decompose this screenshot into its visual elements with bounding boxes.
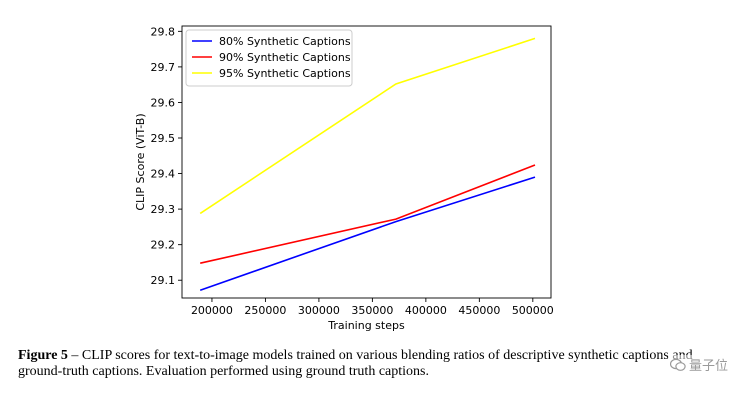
chart: 200000 250000 300000 350000 400000 450000 5000… (134, 25, 554, 332)
y-tick-label: 29.5 (151, 132, 176, 145)
legend-label-3: 95% Synthetic Captions (219, 67, 351, 80)
plot-area: 200000 250000 300000 350000 400000 450000 5000… (134, 25, 554, 332)
x-tick-label: 300000 (298, 304, 340, 317)
wechat-icon (670, 358, 686, 371)
y-tick-label: 29.1 (151, 274, 176, 287)
x-tick-label: 250000 (244, 304, 286, 317)
plot-frame (181, 25, 552, 299)
figure-caption-text: – CLIP scores for text-to-image models t… (18, 348, 693, 379)
legend-label-1: 80% Synthetic Captions (219, 35, 351, 48)
watermark: 量子位 (668, 355, 731, 374)
series-line-2 (200, 164, 536, 264)
y-tick-label: 29.4 (151, 168, 176, 181)
legend-box (185, 29, 353, 87)
x-tick-label: 450000 (458, 304, 500, 317)
y-tick-label: 29.7 (151, 61, 176, 74)
watermark-text: 量子位 (689, 359, 729, 374)
figure-caption: Figure 5 – CLIP scores for text-to-image… (18, 348, 718, 380)
legend-label-2: 90% Synthetic Captions (219, 51, 351, 64)
series-line-1 (199, 176, 536, 291)
x-axis-label: Training steps (327, 319, 405, 332)
x-tick-label: 350000 (351, 304, 393, 317)
series-line-3 (199, 37, 536, 215)
y-axis-label: CLIP Score (ViT-B) (134, 113, 147, 210)
figure-label: Figure 5 (18, 348, 68, 363)
y-tick-label: 29.8 (151, 25, 176, 38)
y-tick-label: 29.2 (151, 239, 176, 252)
y-tick-label: 29.6 (151, 96, 176, 109)
x-tick-label: 200000 (191, 304, 233, 317)
x-tick-label: 500000 (512, 304, 554, 317)
x-tick-label: 400000 (405, 304, 447, 317)
y-tick-label: 29.3 (151, 203, 176, 216)
